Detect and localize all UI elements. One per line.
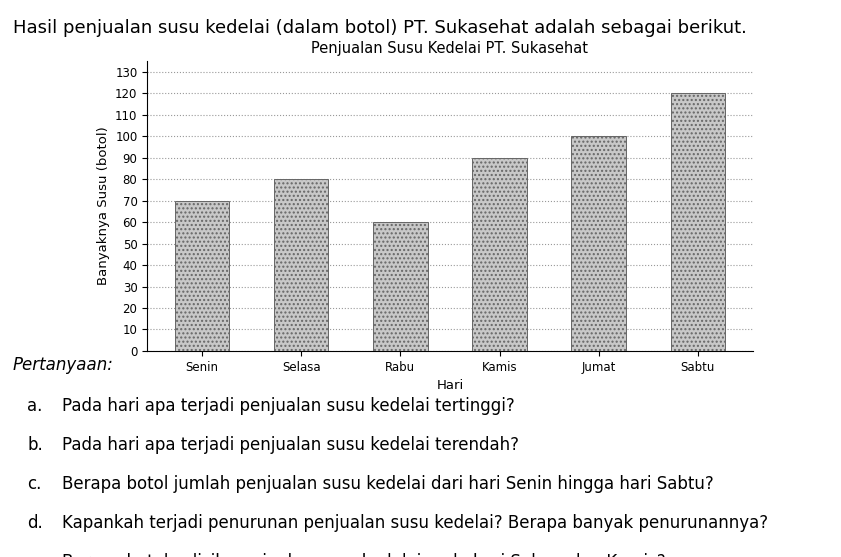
Bar — [473, 158, 526, 351]
Bar — [571, 136, 626, 351]
Text: Kapankah terjadi penurunan penjualan susu kedelai? Berapa banyak penurunannya?: Kapankah terjadi penurunan penjualan sus… — [61, 514, 768, 532]
Bar — [373, 222, 427, 351]
Title: Penjualan Susu Kedelai PT. Sukasehat: Penjualan Susu Kedelai PT. Sukasehat — [311, 41, 589, 56]
Text: Pada hari apa terjadi penjualan susu kedelai terendah?: Pada hari apa terjadi penjualan susu ked… — [61, 436, 519, 454]
Text: Hasil penjualan susu kedelai (dalam botol) PT. Sukasehat adalah sebagai berikut.: Hasil penjualan susu kedelai (dalam boto… — [13, 19, 747, 37]
Text: Berapa botol selisih penjualan susu kedelai pada hari Selasa dan Kamis?: Berapa botol selisih penjualan susu kede… — [61, 553, 665, 557]
Y-axis label: Banyaknya Susu (botol): Banyaknya Susu (botol) — [97, 126, 109, 286]
Text: d.: d. — [27, 514, 43, 532]
Text: Berapa botol jumlah penjualan susu kedelai dari hari Senin hingga hari Sabtu?: Berapa botol jumlah penjualan susu kedel… — [61, 475, 713, 493]
Bar — [274, 179, 329, 351]
Text: a.: a. — [27, 397, 43, 414]
Bar — [175, 201, 230, 351]
Text: Pada hari apa terjadi penjualan susu kedelai tertinggi?: Pada hari apa terjadi penjualan susu ked… — [61, 397, 515, 414]
X-axis label: Hari: Hari — [436, 379, 463, 392]
Text: b.: b. — [27, 436, 43, 454]
Bar — [670, 94, 725, 351]
Text: e.: e. — [27, 553, 43, 557]
Text: c.: c. — [27, 475, 42, 493]
Text: Pertanyaan:: Pertanyaan: — [13, 356, 114, 374]
